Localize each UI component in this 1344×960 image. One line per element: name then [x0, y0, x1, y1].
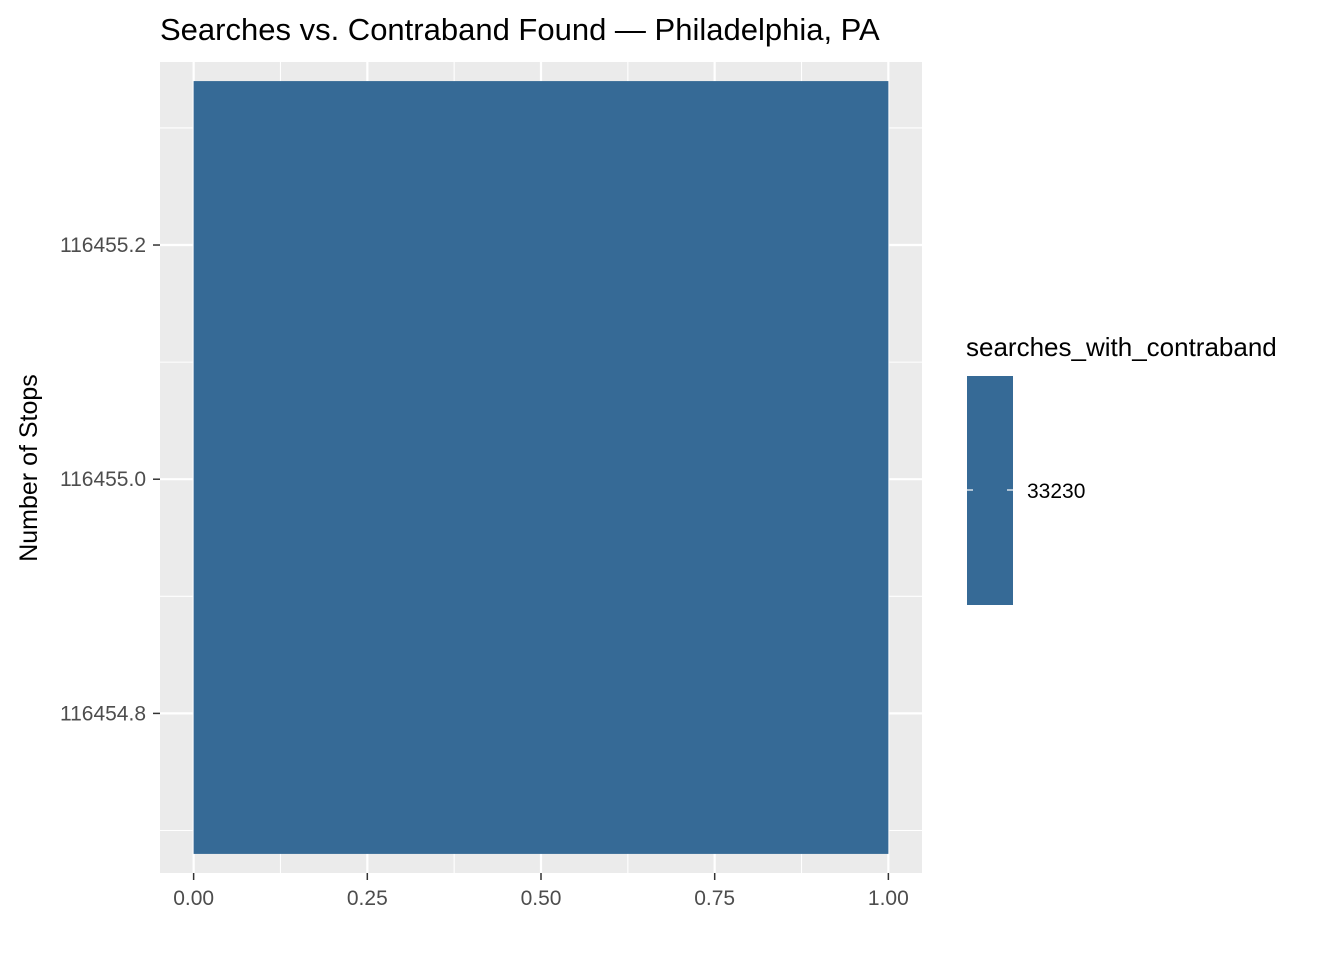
- x-tick-label: 0.25: [347, 887, 388, 910]
- x-tick-label: 0.75: [694, 887, 735, 910]
- chart-title: Searches vs. Contraband Found — Philadel…: [160, 12, 880, 47]
- y-tick-label: 116455.0: [60, 468, 146, 491]
- x-tick-label: 0.50: [521, 887, 562, 910]
- legend-label: 33230: [1027, 480, 1085, 503]
- x-tick-label: 0.00: [173, 887, 214, 910]
- y-axis: 116454.8 116455.0 116455.2: [60, 234, 160, 725]
- bar: [193, 81, 889, 854]
- y-tick-label: 116455.2: [60, 234, 146, 257]
- x-tick-label: 1.00: [868, 887, 909, 910]
- y-tick-label: 116454.8: [60, 702, 146, 725]
- bars: [193, 81, 889, 854]
- legend-color-key: [967, 376, 1013, 605]
- legend-title: searches_with_contraband: [966, 332, 1277, 362]
- y-axis-title: Number of Stops: [15, 374, 43, 562]
- legend: searches_with_contraband 33230: [966, 332, 1277, 605]
- x-axis: 0.00 0.25 0.50 0.75 1.00: [173, 873, 909, 910]
